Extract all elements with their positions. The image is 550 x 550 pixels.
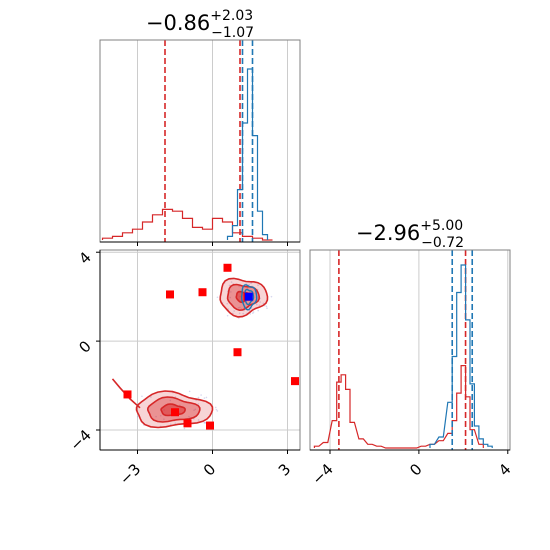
sample-point (204, 422, 207, 424)
sample-point (159, 414, 162, 417)
sample-point (246, 287, 249, 290)
sample-point (203, 397, 206, 399)
sample-point (266, 307, 268, 309)
sample-point (238, 285, 240, 288)
sample-point (197, 419, 200, 421)
sample-point (251, 312, 254, 314)
panel-frame-br (309, 249, 511, 451)
sample-point (203, 421, 205, 424)
param1-x-tick-label-0: −3 (116, 460, 144, 488)
sample-point (136, 415, 139, 418)
sample-point (258, 304, 261, 307)
sample-point (229, 296, 232, 299)
sample-point (270, 295, 273, 298)
sample-point (205, 396, 208, 399)
sample-point (155, 415, 157, 418)
top-left-histograms (101, 40, 273, 242)
sample-point (248, 283, 250, 286)
sample-point (183, 427, 186, 430)
sample-point (237, 306, 240, 309)
contour-blue-0-0 (241, 284, 258, 311)
sample-point (257, 284, 259, 286)
sample-point (193, 409, 195, 412)
param2-y-tick-label-0: −4 (66, 426, 94, 454)
sample-point (242, 312, 245, 315)
sample-point (169, 399, 172, 402)
sample-point (230, 281, 233, 283)
param1-title: −0.86+2.03 −1.07 (146, 8, 254, 41)
param2-y-tick-label-1: 0 (75, 337, 94, 356)
param1-title-plus: +2.03 (210, 8, 253, 24)
sample-point (230, 291, 232, 293)
param2-title-plus: +5.00 (420, 218, 463, 234)
histogram-param2-blue (429, 264, 493, 449)
sample-point (188, 390, 191, 393)
sample-point (200, 394, 202, 396)
bottom-left-contours (111, 263, 299, 430)
sample-point (233, 310, 235, 312)
sample-marker-red-1 (198, 288, 207, 297)
sample-point (238, 312, 241, 315)
sample-point (252, 311, 255, 313)
param1-x-tick-label-1: 0 (200, 460, 219, 479)
sample-marker-red-0 (223, 263, 232, 272)
sample-point (249, 313, 252, 315)
sample-point (239, 306, 241, 309)
sample-point (250, 282, 252, 285)
param1-title-value: −0.86 (146, 11, 210, 35)
param2-title-minus: −0.72 (421, 235, 464, 251)
histogram-param1-red (101, 208, 273, 241)
sample-point (215, 408, 218, 411)
sample-marker-red-4 (183, 419, 192, 428)
param2-x-tick-label-0: −4 (308, 460, 336, 488)
sample-point (197, 403, 200, 405)
sample-point (226, 302, 229, 305)
sample-marker-red-3 (171, 408, 179, 417)
histogram-param2-red (313, 365, 484, 449)
param2-title-value: −2.96 (356, 221, 420, 245)
param1-title-minus: −1.07 (211, 25, 254, 41)
sample-point (257, 309, 259, 312)
sample-point (262, 302, 265, 305)
sample-point (226, 314, 229, 317)
sample-marker-blue-0 (244, 292, 253, 301)
sample-point (255, 303, 258, 306)
sample-marker-red-8 (291, 377, 299, 386)
param2-x-tick-label-2: 4 (495, 460, 514, 479)
sample-point (228, 284, 231, 287)
param2-title: −2.96+5.00 −0.72 (356, 218, 464, 251)
sample-point (216, 410, 219, 412)
sample-point (141, 395, 143, 398)
sample-point (216, 296, 219, 299)
sample-marker-red-6 (123, 390, 132, 399)
bottom-right-histograms (313, 250, 493, 450)
sample-point (194, 408, 197, 411)
sample-point (214, 406, 217, 409)
histogram-param1-blue (226, 68, 269, 240)
sample-point (265, 305, 268, 308)
sample-point (174, 422, 177, 424)
sample-point (163, 418, 165, 421)
sample-marker-red-7 (233, 348, 242, 357)
sample-point (188, 415, 190, 418)
sample-marker-red-5 (206, 421, 214, 430)
sample-point (169, 423, 172, 426)
param2-x-tick-label-1: 0 (406, 460, 425, 479)
sample-point (197, 396, 200, 399)
param1-x-tick-label-2: 3 (275, 460, 294, 479)
sample-point (259, 301, 261, 303)
sample-point (150, 396, 152, 398)
sample-marker-red-9 (166, 290, 174, 299)
param2-y-tick-label-2: 4 (75, 248, 94, 267)
panel-frame-tl (99, 39, 301, 243)
